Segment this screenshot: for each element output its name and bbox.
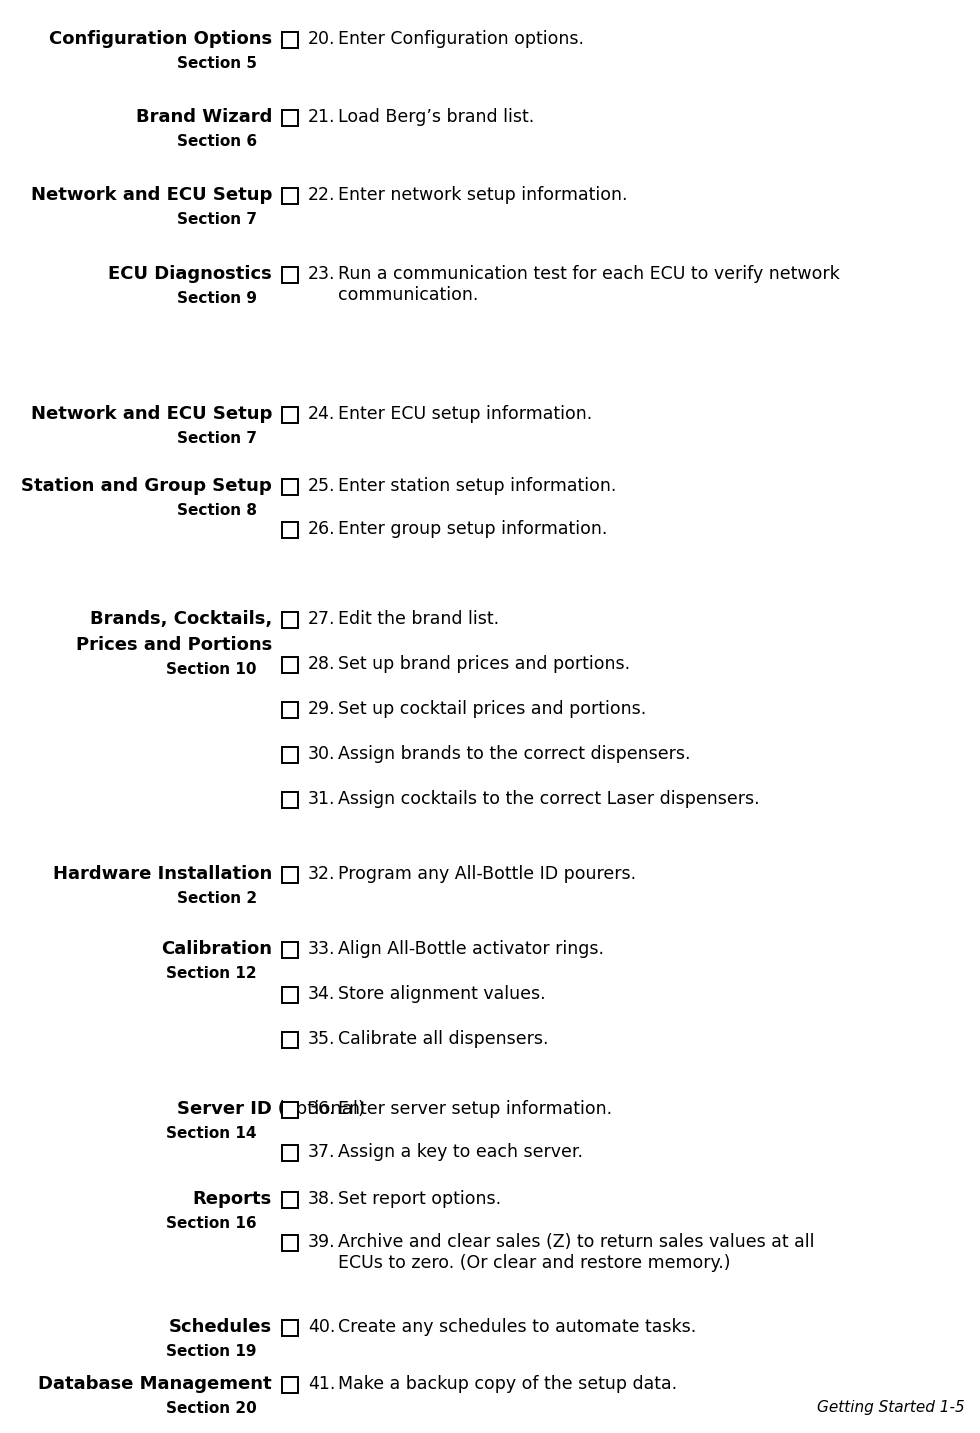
- Text: Database Management: Database Management: [38, 1376, 272, 1393]
- Text: Enter Configuration options.: Enter Configuration options.: [338, 30, 584, 47]
- Text: Set up cocktail prices and portions.: Set up cocktail prices and portions.: [338, 699, 646, 718]
- Text: Section 20: Section 20: [167, 1401, 257, 1416]
- Text: Assign cocktails to the correct Laser dispensers.: Assign cocktails to the correct Laser di…: [338, 790, 760, 808]
- Bar: [282, 1377, 298, 1393]
- Text: Run a communication test for each ECU to verify network
communication.: Run a communication test for each ECU to…: [338, 265, 840, 304]
- Text: Section 7: Section 7: [177, 431, 257, 446]
- Text: Configuration Options: Configuration Options: [49, 30, 272, 47]
- Bar: [282, 943, 298, 957]
- Bar: [282, 1032, 298, 1048]
- Text: Enter network setup information.: Enter network setup information.: [338, 186, 627, 203]
- Bar: [282, 110, 298, 126]
- Text: Server ID: Server ID: [177, 1101, 272, 1118]
- Text: Section 9: Section 9: [177, 291, 257, 307]
- Text: Enter group setup information.: Enter group setup information.: [338, 520, 608, 537]
- Text: 22.: 22.: [308, 186, 335, 203]
- Bar: [282, 1320, 298, 1336]
- Text: Calibration: Calibration: [161, 940, 272, 959]
- Text: 27.: 27.: [308, 610, 335, 628]
- Bar: [282, 479, 298, 494]
- Text: Set report options.: Set report options.: [338, 1189, 501, 1208]
- Bar: [282, 1192, 298, 1208]
- Text: 35.: 35.: [308, 1030, 335, 1048]
- Bar: [282, 867, 298, 883]
- Bar: [282, 407, 298, 423]
- Text: Section 5: Section 5: [177, 56, 257, 72]
- Text: Section 19: Section 19: [167, 1344, 257, 1358]
- Text: Make a backup copy of the setup data.: Make a backup copy of the setup data.: [338, 1376, 677, 1393]
- Text: (optional): (optional): [272, 1101, 365, 1118]
- Text: Section 10: Section 10: [167, 662, 257, 676]
- Text: Create any schedules to automate tasks.: Create any schedules to automate tasks.: [338, 1318, 696, 1336]
- Text: Network and ECU Setup: Network and ECU Setup: [30, 186, 272, 203]
- Text: Reports: Reports: [193, 1189, 272, 1208]
- Text: 25.: 25.: [308, 477, 335, 494]
- Text: Edit the brand list.: Edit the brand list.: [338, 610, 499, 628]
- Bar: [282, 1145, 298, 1161]
- Text: 36.: 36.: [308, 1101, 335, 1118]
- Bar: [282, 612, 298, 628]
- Text: 41.: 41.: [308, 1376, 335, 1393]
- Text: Assign a key to each server.: Assign a key to each server.: [338, 1144, 583, 1161]
- Text: Hardware Installation: Hardware Installation: [53, 866, 272, 883]
- Text: 24.: 24.: [308, 406, 335, 423]
- Text: Archive and clear sales (Z) to return sales values at all
ECUs to zero. (Or clea: Archive and clear sales (Z) to return sa…: [338, 1232, 814, 1273]
- Bar: [282, 658, 298, 672]
- Bar: [282, 33, 298, 47]
- Text: Enter station setup information.: Enter station setup information.: [338, 477, 616, 494]
- Text: 37.: 37.: [308, 1144, 335, 1161]
- Bar: [282, 1102, 298, 1118]
- Text: 30.: 30.: [308, 745, 335, 762]
- Text: Enter server setup information.: Enter server setup information.: [338, 1101, 612, 1118]
- Text: Section 12: Section 12: [167, 966, 257, 982]
- Text: Brands, Cocktails,: Brands, Cocktails,: [90, 610, 272, 628]
- Text: Schedules: Schedules: [169, 1318, 272, 1336]
- Text: Section 14: Section 14: [167, 1126, 257, 1141]
- Text: 26.: 26.: [308, 520, 335, 537]
- Text: Calibrate all dispensers.: Calibrate all dispensers.: [338, 1030, 549, 1048]
- Text: Section 7: Section 7: [177, 212, 257, 226]
- Text: ECU Diagnostics: ECU Diagnostics: [108, 265, 272, 282]
- Text: 39.: 39.: [308, 1232, 335, 1251]
- Text: 40.: 40.: [308, 1318, 335, 1336]
- Text: Section 6: Section 6: [176, 135, 257, 149]
- Text: Station and Group Setup: Station and Group Setup: [22, 477, 272, 494]
- Text: 33.: 33.: [308, 940, 335, 959]
- Bar: [282, 747, 298, 762]
- Text: 21.: 21.: [308, 107, 335, 126]
- Text: 23.: 23.: [308, 265, 335, 282]
- Bar: [282, 522, 298, 537]
- Bar: [282, 987, 298, 1003]
- Text: Align All-Bottle activator rings.: Align All-Bottle activator rings.: [338, 940, 604, 959]
- Text: 31.: 31.: [308, 790, 335, 808]
- Text: 29.: 29.: [308, 699, 335, 718]
- Text: Section 8: Section 8: [177, 503, 257, 517]
- Text: 20.: 20.: [308, 30, 335, 47]
- Text: Store alignment values.: Store alignment values.: [338, 984, 546, 1003]
- Text: Assign brands to the correct dispensers.: Assign brands to the correct dispensers.: [338, 745, 691, 762]
- Text: Section 16: Section 16: [167, 1217, 257, 1231]
- Bar: [282, 1235, 298, 1251]
- Text: Network and ECU Setup: Network and ECU Setup: [30, 406, 272, 423]
- Bar: [282, 792, 298, 808]
- Text: 32.: 32.: [308, 866, 335, 883]
- Text: Brand Wizard: Brand Wizard: [135, 107, 272, 126]
- Text: Load Berg’s brand list.: Load Berg’s brand list.: [338, 107, 534, 126]
- Text: Section 2: Section 2: [176, 891, 257, 906]
- Text: 34.: 34.: [308, 984, 335, 1003]
- Bar: [282, 267, 298, 282]
- Bar: [282, 188, 298, 203]
- Text: Set up brand prices and portions.: Set up brand prices and portions.: [338, 655, 630, 674]
- Bar: [282, 702, 298, 718]
- Text: Program any All-Bottle ID pourers.: Program any All-Bottle ID pourers.: [338, 866, 636, 883]
- Text: Getting Started 1-5: Getting Started 1-5: [817, 1400, 965, 1414]
- Text: Prices and Portions: Prices and Portions: [75, 636, 272, 653]
- Text: 38.: 38.: [308, 1189, 335, 1208]
- Text: 28.: 28.: [308, 655, 335, 674]
- Text: Enter ECU setup information.: Enter ECU setup information.: [338, 406, 592, 423]
